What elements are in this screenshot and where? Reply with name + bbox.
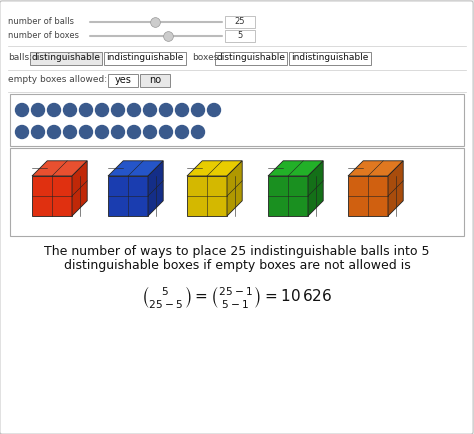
FancyBboxPatch shape bbox=[225, 30, 255, 42]
Circle shape bbox=[80, 103, 92, 116]
Circle shape bbox=[111, 103, 125, 116]
Circle shape bbox=[144, 125, 156, 138]
Circle shape bbox=[175, 125, 189, 138]
Circle shape bbox=[128, 103, 140, 116]
Text: 5: 5 bbox=[237, 32, 243, 40]
Polygon shape bbox=[187, 176, 227, 216]
FancyBboxPatch shape bbox=[140, 73, 170, 86]
Polygon shape bbox=[348, 161, 403, 176]
Text: no: no bbox=[149, 75, 161, 85]
Circle shape bbox=[47, 125, 61, 138]
Circle shape bbox=[175, 103, 189, 116]
Text: distinguishable: distinguishable bbox=[31, 53, 100, 62]
FancyBboxPatch shape bbox=[289, 52, 371, 65]
Text: number of balls: number of balls bbox=[8, 17, 74, 26]
Circle shape bbox=[95, 103, 109, 116]
Circle shape bbox=[111, 125, 125, 138]
Text: $\binom{5}{25-5} = \binom{25-1}{5-1} = 10\,626$: $\binom{5}{25-5} = \binom{25-1}{5-1} = 1… bbox=[141, 284, 333, 310]
Polygon shape bbox=[148, 161, 163, 216]
Text: indistinguishable: indistinguishable bbox=[292, 53, 369, 62]
Polygon shape bbox=[187, 161, 242, 176]
Circle shape bbox=[208, 103, 220, 116]
Text: distinguishable boxes if empty boxes are not allowed is: distinguishable boxes if empty boxes are… bbox=[64, 259, 410, 272]
Text: 25: 25 bbox=[235, 17, 245, 26]
Text: yes: yes bbox=[115, 75, 131, 85]
Circle shape bbox=[16, 103, 28, 116]
Polygon shape bbox=[227, 161, 242, 216]
Text: distinguishable: distinguishable bbox=[217, 53, 285, 62]
Polygon shape bbox=[268, 161, 323, 176]
Polygon shape bbox=[388, 161, 403, 216]
Circle shape bbox=[144, 103, 156, 116]
Circle shape bbox=[159, 125, 173, 138]
Circle shape bbox=[47, 103, 61, 116]
Circle shape bbox=[31, 103, 45, 116]
Polygon shape bbox=[32, 176, 72, 216]
Polygon shape bbox=[108, 161, 163, 176]
Bar bbox=[10, 148, 464, 236]
Circle shape bbox=[128, 125, 140, 138]
Circle shape bbox=[31, 125, 45, 138]
Polygon shape bbox=[308, 161, 323, 216]
Polygon shape bbox=[32, 161, 87, 176]
Circle shape bbox=[191, 103, 204, 116]
Polygon shape bbox=[72, 161, 87, 216]
Text: indistinguishable: indistinguishable bbox=[106, 53, 184, 62]
Text: boxes:: boxes: bbox=[192, 53, 221, 62]
Text: empty boxes allowed:: empty boxes allowed: bbox=[8, 76, 107, 85]
Polygon shape bbox=[108, 176, 148, 216]
Circle shape bbox=[95, 125, 109, 138]
Circle shape bbox=[191, 125, 204, 138]
FancyBboxPatch shape bbox=[225, 16, 255, 28]
Circle shape bbox=[80, 125, 92, 138]
FancyBboxPatch shape bbox=[215, 52, 287, 65]
Text: The number of ways to place 25 indistinguishable balls into 5: The number of ways to place 25 indisting… bbox=[44, 244, 430, 257]
Text: balls:: balls: bbox=[8, 53, 32, 62]
FancyBboxPatch shape bbox=[108, 73, 138, 86]
Bar bbox=[10, 94, 464, 146]
Polygon shape bbox=[268, 176, 308, 216]
FancyBboxPatch shape bbox=[30, 52, 102, 65]
Circle shape bbox=[16, 125, 28, 138]
Circle shape bbox=[64, 125, 76, 138]
Circle shape bbox=[159, 103, 173, 116]
Polygon shape bbox=[348, 176, 388, 216]
Text: number of boxes: number of boxes bbox=[8, 32, 79, 40]
FancyBboxPatch shape bbox=[104, 52, 186, 65]
Circle shape bbox=[64, 103, 76, 116]
